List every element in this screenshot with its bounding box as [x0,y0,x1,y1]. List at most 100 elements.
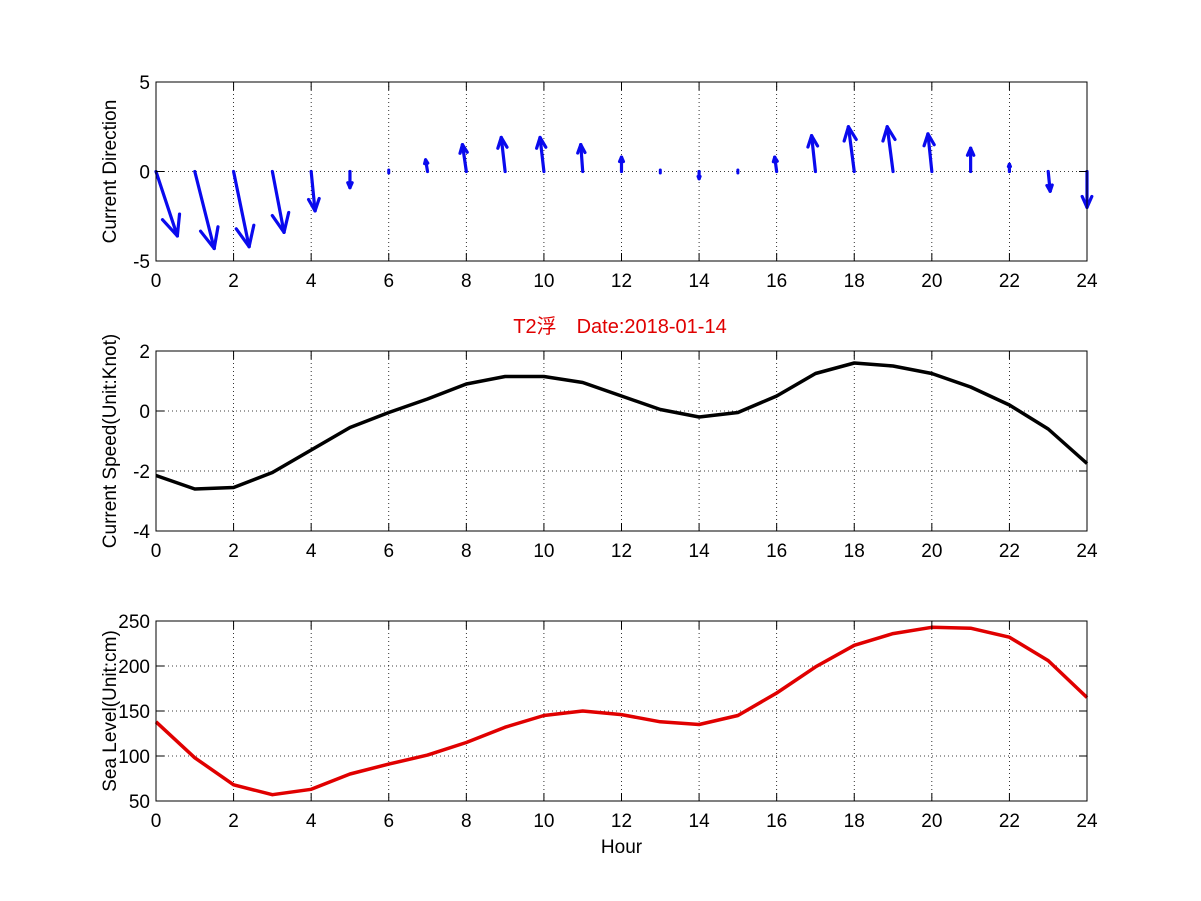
sea-level-x-tick-label: 2 [228,811,239,832]
direction-arrow-head [922,132,930,148]
direction-arrow-head [306,197,317,213]
direction-arrow-head [270,213,286,234]
speed-x-tick-label: 6 [383,541,394,562]
sea-level-x-tick-label: 6 [383,811,394,832]
speed-ticks: 0 2 4 6 8 10 12 14 16 18 20 22 24-4-202 [133,342,1098,562]
direction-arrow-head [806,134,814,149]
direction-arrow [270,169,291,234]
direction-arrow [231,169,256,249]
direction-x-tick-label: 10 [533,271,554,292]
direction-arrow-head [771,155,777,164]
direction-x-tick-label: 24 [1076,271,1098,292]
direction-arrow-shaft [846,125,856,174]
direction-y-tick-label: 0 [139,163,150,184]
direction-arrow-head [348,181,354,190]
direction-y-tick-label: -5 [133,252,150,273]
direction-arrow [1006,162,1012,174]
direction-arrows [154,125,1094,251]
direction-arrow [922,132,936,174]
direction-arrow-head [282,210,291,234]
direction-arrow-shaft [154,169,179,238]
direction-arrow-shaft [809,134,818,174]
direction-arrow-shaft [885,125,895,174]
direction-arrow-head [175,212,182,238]
chart-title: T2浮 Date:2018-01-14 [513,315,726,338]
sea-level-x-tick-label: 16 [766,811,787,832]
direction-arrow [306,169,321,213]
direction-x-tick-label: 8 [461,271,472,292]
direction-arrow [458,143,469,174]
direction-x-tick-label: 4 [306,271,317,292]
direction-arrow-head [846,125,858,142]
direction-arrow [842,125,858,174]
direction-arrow-head [212,225,220,251]
direction-x-tick-label: 20 [921,271,942,292]
direction-arrow-head [965,146,973,157]
speed-x-tick-label: 12 [611,541,632,562]
direction-arrow-shaft [460,143,468,174]
direction-arrow-head [198,229,216,251]
direction-arrow-shaft [926,132,934,174]
direction-x-tick-label: 14 [689,271,711,292]
direction-arrow [423,158,430,174]
sea-level-x-tick-label: 14 [689,811,711,832]
direction-arrow [496,135,509,174]
direction-arrow [193,169,220,251]
sea-level-x-tick-label: 24 [1076,811,1098,832]
direction-arrow [1045,169,1054,193]
direction-y-tick-label: 5 [139,73,150,94]
sea-level-y-tick-label: 50 [129,792,150,813]
direction-arrow-head [234,227,251,249]
sea-level-x-tick-label: 0 [151,811,162,832]
direction-arrow-shaft [193,169,216,251]
speed-y-axis-label: Current Speed(Unit:Knot) [100,334,121,548]
direction-arrow [696,169,702,181]
direction-arrow [346,169,354,190]
direction-arrow-shaft [309,169,317,213]
direction-arrow-shaft [231,169,251,249]
speed-y-tick-label: -2 [133,462,150,483]
direction-arrow-head [160,218,179,238]
direction-arrow-shaft [270,169,286,234]
direction-arrow [617,155,626,174]
direction-x-tick-label: 12 [611,271,632,292]
sea-level-y-tick-label: 150 [118,702,150,723]
sea-level-x-tick-label: 4 [306,811,317,832]
direction-arrow-head [885,125,897,142]
direction-arrow-shaft [499,135,507,174]
direction-arrow-head [423,158,428,166]
speed-y-tick-label: 2 [139,342,150,363]
direction-arrow [771,155,779,174]
current-speed-plot: 0 2 4 6 8 10 12 14 16 18 20 22 24-4-202 Current Spee… [100,334,1098,562]
direction-x-tick-label: 16 [766,271,787,292]
speed-x-tick-label: 18 [844,541,865,562]
sea-level-y-tick-label: 200 [118,657,150,678]
current-direction-plot: 0 2 4 6 8 10 12 14 16 18 20 22 24-505 Current Direct… [100,73,1098,292]
speed-series [155,361,1089,491]
sea-level-x-tick-label: 22 [999,811,1020,832]
direction-arrow [881,125,897,174]
direction-arrow [154,169,182,238]
speed-x-tick-label: 2 [228,541,239,562]
direction-arrow-head [1085,194,1094,209]
speed-x-tick-label: 0 [151,541,162,562]
sea-level-x-tick-label: 12 [611,811,632,832]
direction-y-axis-label: Current Direction [100,100,121,244]
sea-level-x-tick-label: 18 [844,811,865,832]
speed-x-tick-label: 16 [766,541,787,562]
sea-level-y-axis-label: Sea Level(Unit:cm) [100,630,121,792]
direction-arrow-head [617,155,624,164]
direction-x-tick-label: 0 [151,271,162,292]
direction-arrow [965,146,976,174]
speed-line [155,361,1089,491]
direction-arrow-head [247,223,256,249]
direction-arrow-head [535,135,542,150]
sea-level-y-tick-label: 100 [118,747,150,768]
speed-x-tick-label: 24 [1076,541,1098,562]
speed-x-tick-label: 14 [689,541,711,562]
speed-x-tick-label: 20 [921,541,942,562]
